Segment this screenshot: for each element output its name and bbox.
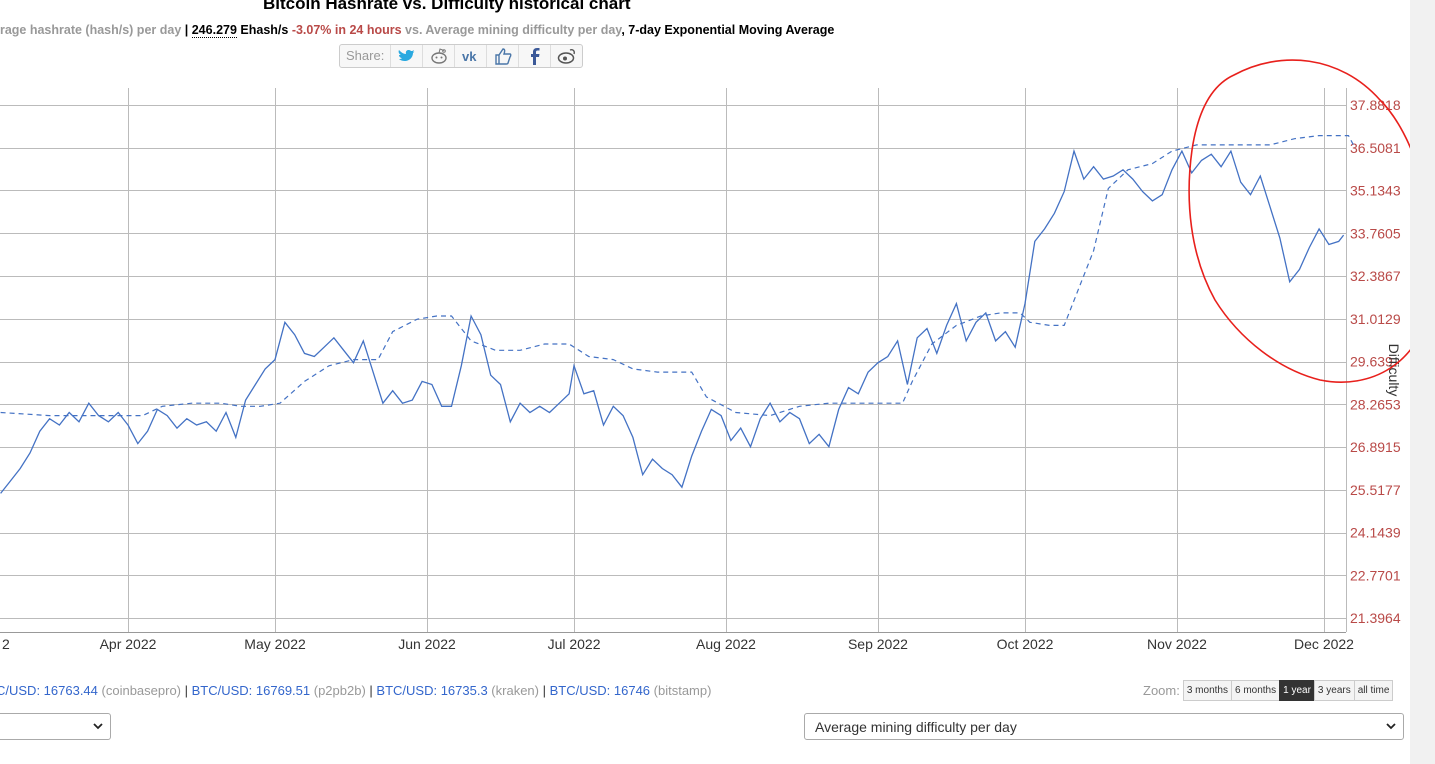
annotation-circle: [1188, 59, 1410, 383]
y-tick-label: 32.3867: [1350, 268, 1401, 284]
share-label: Share:: [346, 48, 385, 63]
vk-icon[interactable]: vk: [454, 45, 486, 67]
price-exchange: (p2pb2b): [310, 683, 366, 698]
facebook-icon[interactable]: [518, 45, 550, 67]
y-tick-label: 24.1439: [1350, 525, 1401, 541]
weibo-icon[interactable]: [550, 45, 582, 67]
y-tick-label: 37.8818: [1350, 97, 1401, 113]
right-select-value: Average mining difficulty per day: [815, 719, 1017, 735]
like-icon[interactable]: [486, 45, 518, 67]
hashrate-line: [0, 148, 1345, 494]
price-quote[interactable]: C/USD: 16763.44: [0, 683, 98, 698]
chevron-down-icon: [1386, 723, 1396, 730]
chart-title: Bitcoin Hashrate vs. Difficulty historic…: [263, 0, 631, 13]
zoom-button[interactable]: 3 years: [1313, 680, 1355, 701]
y-axis-title: Difficulty: [1386, 344, 1402, 397]
x-tick-label: Aug 2022: [696, 636, 756, 652]
hashrate-difficulty-chart[interactable]: 2 Apr 2022 May 2022 Jun 2022 Jul 2022 Aug 202…: [0, 0, 1410, 670]
zoom-button[interactable]: all time: [1353, 680, 1394, 701]
price-ticker: C/USD: 16763.44 (coinbasepro) | BTC/USD:…: [0, 683, 711, 698]
price-quote[interactable]: BTC/USD: 16769.51: [191, 683, 311, 698]
y-tick-label: 36.5081: [1350, 140, 1401, 156]
price-exchange: (bitstamp): [650, 683, 712, 698]
subtitle-difficulty-label: vs. Average mining difficulty per day: [401, 23, 622, 37]
left-series-select[interactable]: [0, 713, 111, 740]
right-series-select[interactable]: Average mining difficulty per day: [804, 713, 1404, 740]
y-tick-label: 26.8915: [1350, 439, 1401, 455]
x-tick-label: May 2022: [244, 636, 306, 652]
reddit-icon[interactable]: [422, 45, 454, 67]
x-tick-label: Oct 2022: [997, 636, 1054, 652]
x-tick-label: Jun 2022: [398, 636, 456, 652]
zoom-button[interactable]: 1 year: [1279, 680, 1315, 701]
subtitle-hashrate-label: erage hashrate (hash/s) per day: [0, 23, 182, 37]
y-tick-label: 25.5177: [1350, 482, 1401, 498]
x-tick-label: Sep 2022: [848, 636, 908, 652]
x-tick-label: Jul 2022: [548, 636, 601, 652]
svg-text:vk: vk: [462, 49, 477, 63]
subtitle-separator: |: [181, 23, 192, 37]
y-tick-label: 29.639: [1350, 354, 1393, 370]
y-tick-label: 35.1343: [1350, 183, 1401, 199]
y-tick-label: 21.3964: [1350, 610, 1401, 626]
chart-subtitle: erage hashrate (hash/s) per day | 246.27…: [0, 23, 835, 38]
y-tick-label: 28.2653: [1350, 396, 1401, 412]
price-separator: |: [181, 683, 192, 698]
difficulty-ema-line: [0, 135, 1354, 417]
subtitle-hashrate-unit: Ehash/s: [236, 23, 292, 37]
subtitle-ema-label: , 7-day Exponential Moving Average: [621, 23, 835, 37]
price-exchange: (kraken): [487, 683, 539, 698]
twitter-icon[interactable]: [390, 45, 422, 67]
zoom-button[interactable]: 3 months: [1182, 680, 1232, 701]
chevron-down-icon: [93, 723, 103, 730]
x-tick-label: Dec 2022: [1294, 636, 1354, 652]
price-quote[interactable]: BTC/USD: 16746: [549, 683, 651, 698]
chart-grid: [0, 88, 1347, 633]
price-exchange: (coinbasepro): [97, 683, 182, 698]
page-scrollbar[interactable]: [1410, 0, 1435, 764]
zoom-controls: Zoom: 3 months 6 months 1 year 3 years all t…: [1143, 680, 1394, 701]
y-axis-labels: 37.8818 36.5081 35.1343 33.7605 32.3867 31.01…: [1350, 97, 1401, 626]
x-tick-label: Nov 2022: [1147, 636, 1207, 652]
x-tick-label: 2: [2, 636, 10, 652]
share-bar: Share: vk: [339, 44, 584, 68]
subtitle-hashrate-value[interactable]: 246.279: [191, 23, 237, 38]
y-tick-label: 33.7605: [1350, 225, 1401, 241]
price-separator: |: [538, 683, 550, 698]
x-tick-label: Apr 2022: [100, 636, 157, 652]
y-tick-label: 22.7701: [1350, 567, 1401, 583]
zoom-button[interactable]: 6 months: [1230, 680, 1281, 701]
price-separator: |: [365, 683, 377, 698]
x-axis-labels: 2 Apr 2022 May 2022 Jun 2022 Jul 2022 Aug 202…: [2, 636, 1354, 652]
price-quote[interactable]: BTC/USD: 16735.3: [376, 683, 488, 698]
zoom-label: Zoom:: [1143, 683, 1180, 698]
subtitle-change: -3.07% in 24 hours: [291, 23, 402, 37]
y-tick-label: 31.0129: [1350, 311, 1401, 327]
